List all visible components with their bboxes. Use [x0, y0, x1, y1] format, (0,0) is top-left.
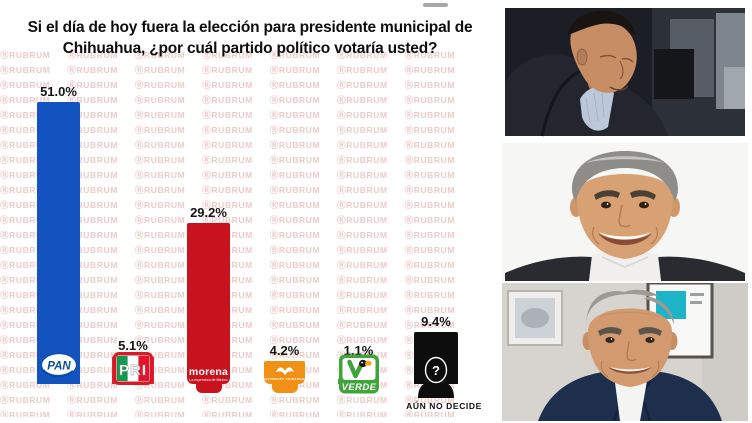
- bar-group-morena: 29.2% morena La esperanza de México: [187, 204, 230, 393]
- pan-logo-text: PAN: [47, 361, 71, 373]
- gray-dash-artifact: [423, 3, 448, 7]
- morena-bar-tab: [195, 382, 222, 393]
- candidate-photo-3: [502, 283, 748, 421]
- bar-group-undecided: 9.4% ?: [414, 314, 458, 398]
- verde-logo: VERDE: [338, 354, 379, 399]
- bar-plot: 51.0% PAN 5.1%: [37, 84, 458, 398]
- candidate-portrait-dark-office: [502, 5, 748, 139]
- bar-value-label-morena: 29.2%: [190, 204, 227, 220]
- mc-eagle-icon: [275, 367, 294, 376]
- bar-verde: VERDE: [338, 354, 379, 394]
- bar-undecided: ?: [414, 332, 458, 398]
- toucan-icon: [358, 359, 371, 368]
- bar-value-label-verde: 1.1%: [343, 342, 374, 358]
- undecided-caption: AÚN NO DECIDE: [406, 401, 482, 411]
- bar-pan: PAN: [37, 102, 80, 384]
- bar-pri: PRI: [112, 352, 154, 385]
- morena-logo-subtext: La esperanza de México: [189, 377, 228, 382]
- bar-value-label-pri: 5.1%: [118, 337, 148, 353]
- bar-group-pan: 51.0% PAN: [37, 84, 80, 384]
- poll-chart-panel: ⓇRUBRUM ⓇRUBRUM ⓇRUBRUM ⓇRUBRUM ⓇRUBRUM …: [0, 3, 482, 417]
- question-mark: ?: [432, 363, 440, 378]
- bar-group-mc: 4.2% MOVIMIENTO CIUDADANO: [262, 342, 307, 393]
- bar-value-label-undecided: 9.4%: [421, 314, 451, 329]
- bar-value-label-pan: 51.0%: [40, 84, 77, 99]
- pan-logo: PAN: [40, 352, 78, 383]
- undecided-silhouette: ?: [414, 352, 458, 398]
- silhouette-shoulders: [418, 382, 454, 398]
- verde-logo-text: VERDE: [341, 382, 376, 393]
- bar-morena: morena La esperanza de México: [187, 222, 230, 393]
- pri-logo-text: PRI: [119, 362, 147, 379]
- bar-group-verde: 1.1% VERDE: [338, 342, 379, 394]
- candidate-photo-1: [502, 5, 748, 139]
- mc-logo-text: MOVIMIENTO CIUDADANO: [262, 377, 307, 382]
- candidate-photos-column: [502, 0, 750, 423]
- chart-title: Si el día de hoy fuera la elección para …: [27, 19, 473, 58]
- morena-logo-text: morena: [188, 366, 229, 378]
- bar-mc: MOVIMIENTO CIUDADANO: [262, 360, 307, 393]
- mc-bar-tab: [271, 382, 298, 393]
- candidate-portrait-white-background: [502, 143, 748, 281]
- mc-logo: MOVIMIENTO CIUDADANO: [262, 361, 307, 384]
- bar-group-pri: 5.1% PRI: [112, 337, 154, 385]
- candidate-portrait-office: [502, 283, 748, 421]
- bar-value-label-mc: 4.2%: [269, 342, 300, 358]
- silhouette-head: [424, 356, 448, 384]
- candidate-photo-2: [502, 143, 748, 281]
- pri-logo: PRI: [112, 351, 154, 394]
